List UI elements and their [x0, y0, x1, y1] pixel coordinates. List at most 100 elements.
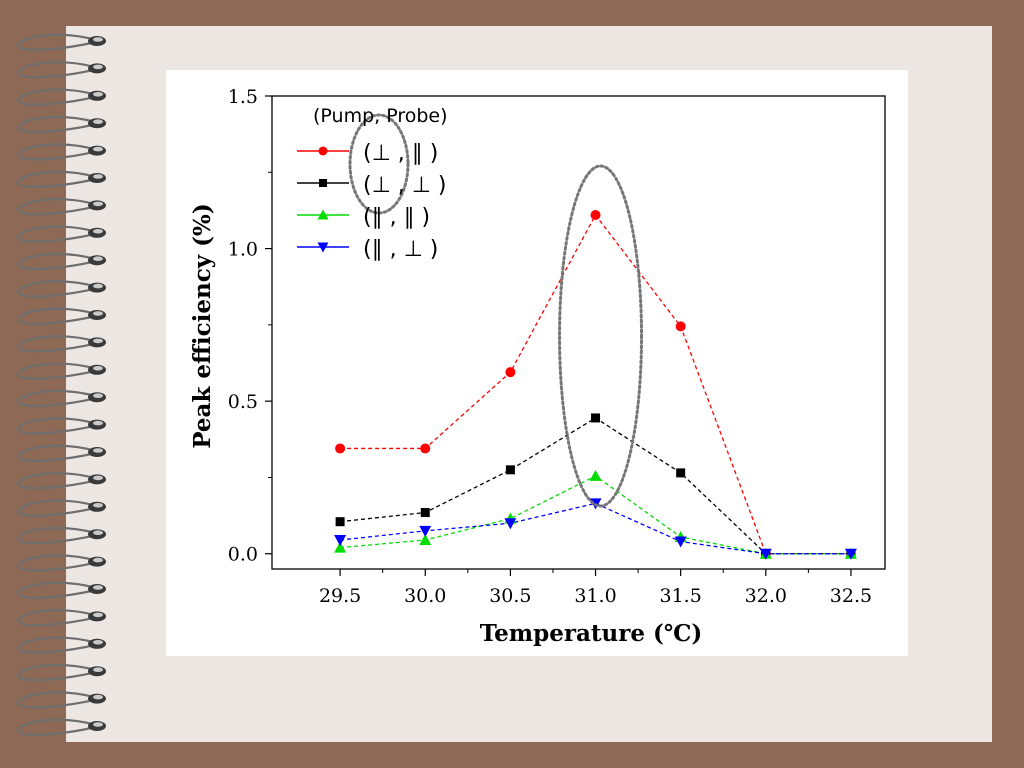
- data-point: [334, 541, 347, 553]
- series-line: [340, 417, 851, 555]
- y-axis-label: Peak efficiency (%): [189, 203, 216, 449]
- spiral-ring: [16, 664, 97, 682]
- binding-hole-highlight: [93, 557, 103, 563]
- spiral-ring: [16, 581, 97, 599]
- plot-area-border: [271, 95, 886, 570]
- spiral-ring: [16, 198, 97, 216]
- y-tick-label: 0.0: [228, 544, 258, 566]
- spiral-ring: [16, 253, 97, 271]
- spiral-ring: [16, 280, 97, 298]
- spiral-ring: [16, 691, 97, 709]
- data-point: [505, 465, 515, 475]
- spiral-ring: [16, 718, 97, 736]
- spiral-ring: [16, 61, 97, 79]
- binding-hole-highlight: [93, 640, 103, 645]
- series-line: [340, 213, 767, 554]
- data-point: [675, 321, 686, 332]
- binding-hole-highlight: [93, 366, 103, 371]
- spiral-ring: [16, 527, 97, 545]
- spiral-ring: [16, 307, 97, 325]
- spiral-ring: [16, 88, 97, 106]
- peak-highlight-ellipse: [558, 164, 644, 508]
- legend-highlight-ellipse: [348, 113, 410, 215]
- data-point: [589, 469, 602, 481]
- spiral-ring: [16, 33, 97, 51]
- spiral-ring: [16, 362, 97, 380]
- data-point: [676, 468, 686, 478]
- legend-marker: [317, 209, 329, 220]
- binding-hole-highlight: [93, 119, 103, 124]
- spiral-ring: [16, 116, 97, 134]
- spiral-ring: [16, 554, 97, 572]
- data-point: [420, 508, 430, 518]
- data-point: [504, 518, 517, 530]
- data-point: [590, 210, 601, 221]
- binding-hole-highlight: [93, 612, 103, 618]
- spiral-ring: [16, 225, 97, 243]
- binding-hole-highlight: [93, 229, 103, 234]
- data-point: [674, 536, 687, 548]
- spiral-binding-icon: [16, 33, 106, 736]
- binding-hole-highlight: [93, 256, 103, 262]
- binding-hole-highlight: [93, 420, 103, 426]
- y-tick-label: 0.5: [228, 391, 258, 413]
- binding-hole-highlight: [93, 530, 103, 535]
- spiral-ring: [16, 472, 97, 490]
- binding-hole-highlight: [93, 585, 103, 590]
- spiral-ring: [16, 390, 97, 408]
- x-axis-label: Temperature (℃): [480, 620, 703, 647]
- data-point: [505, 367, 516, 378]
- legend-marker: [318, 146, 328, 156]
- binding-hole-highlight: [93, 338, 103, 344]
- spiral-ring: [16, 170, 97, 188]
- data-point: [335, 517, 345, 527]
- data-point: [420, 443, 431, 454]
- legend-label: (∥ , ∥ ): [363, 205, 430, 230]
- legend-marker: [317, 242, 329, 253]
- binding-hole-highlight: [93, 37, 103, 42]
- binding-hole-highlight: [93, 311, 103, 316]
- x-tick-label: 29.5: [319, 585, 361, 607]
- spiral-ring: [16, 335, 97, 353]
- data-point: [844, 548, 857, 560]
- legend-marker: [319, 179, 327, 187]
- data-point: [759, 548, 772, 560]
- spiral-ring: [16, 444, 97, 462]
- binding-hole-highlight: [93, 146, 103, 152]
- data-point: [419, 525, 432, 537]
- x-tick-label: 32.5: [830, 585, 872, 607]
- binding-hole-highlight: [93, 64, 103, 70]
- legend-label: (⊥ , ⊥ ): [363, 173, 446, 198]
- binding-hole-highlight: [93, 722, 103, 727]
- binding-hole-highlight: [93, 174, 103, 179]
- data-point: [335, 443, 346, 454]
- y-tick-label: 1.5: [228, 86, 258, 108]
- binding-hole-highlight: [93, 475, 103, 481]
- legend-label: (∥ , ⊥ ): [363, 237, 438, 262]
- binding-hole-highlight: [93, 393, 103, 399]
- spiral-ring: [16, 609, 97, 627]
- binding-hole-highlight: [93, 283, 103, 289]
- y-tick-label: 1.0: [228, 239, 258, 261]
- data-point: [591, 413, 601, 423]
- spiral-ring: [16, 417, 97, 435]
- chart: 29.5 30.0 30.5 31.0 31.5 32.0 32.5 0.0 0.5 1.0 1.5…: [189, 86, 886, 647]
- spiral-ring: [16, 636, 97, 654]
- series-line: [340, 502, 851, 555]
- x-tick-label: 31.5: [660, 585, 702, 607]
- x-tick-label: 30.5: [489, 585, 531, 607]
- binding-hole-highlight: [93, 201, 103, 207]
- series-line: [340, 475, 851, 555]
- data-point: [419, 534, 432, 546]
- binding-hole-highlight: [93, 694, 103, 700]
- binding-hole-highlight: [93, 667, 103, 672]
- chart-card: 29.5 30.0 30.5 31.0 31.5 32.0 32.5 0.0 0.5 1.0 1.5…: [166, 70, 908, 656]
- legend-title: (Pump, Probe): [313, 105, 448, 127]
- legend-label: (⊥ , ∥ ): [363, 141, 438, 166]
- x-tick-label: 32.0: [745, 585, 787, 607]
- x-tick-label: 31.0: [574, 585, 616, 607]
- binding-hole-highlight: [93, 448, 103, 453]
- spiral-ring: [16, 499, 97, 517]
- x-tick-label: 30.0: [404, 585, 446, 607]
- spiral-ring: [16, 143, 97, 161]
